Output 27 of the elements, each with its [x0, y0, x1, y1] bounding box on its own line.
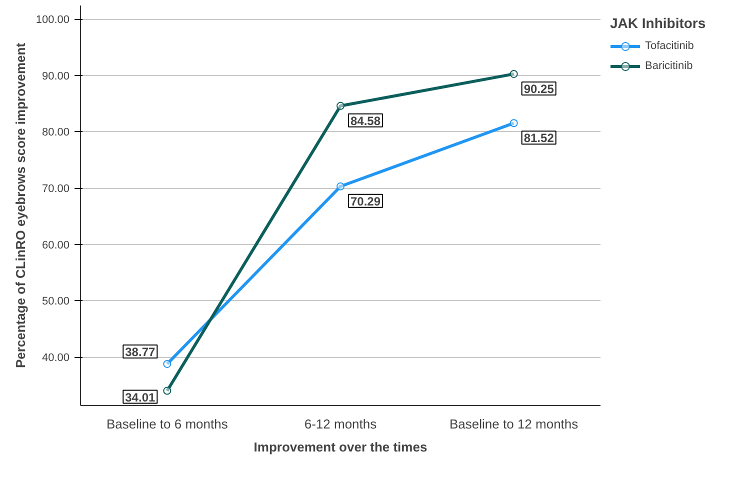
data-label: 38.77 [125, 344, 156, 359]
data-label: 90.25 [524, 82, 554, 96]
y-tick-label: 80.00 [42, 126, 70, 139]
point [163, 386, 172, 395]
point [510, 70, 518, 78]
x-axis-title: Improvement over the times [254, 440, 428, 454]
legend-label: Tofacitinib [645, 40, 694, 52]
point [163, 360, 172, 368]
x-tick-label: Baseline to 12 months [450, 416, 579, 432]
data-label: 81.52 [524, 131, 554, 146]
data-label: 70.29 [350, 194, 381, 208]
y-tick-label: 40.00 [42, 352, 70, 364]
y-tick-label: 60.00 [42, 239, 70, 252]
point [336, 182, 344, 190]
x-tick-label: Baseline to 6 months [106, 416, 228, 432]
legend-title: JAK Inhibitors [610, 15, 706, 31]
legend-label: Baricitinib [645, 60, 693, 72]
x-tick-label: 6-12 months [304, 416, 378, 432]
y-tick-label: 70.00 [42, 183, 70, 196]
y-tick-label: 100.00 [36, 14, 70, 26]
y-axis-title: Percentage of CLinRO eyebrows score improvement [12, 42, 28, 368]
data-label: 84.58 [350, 114, 381, 128]
data-label: 34.01 [125, 390, 156, 404]
y-tick-label: 50.00 [42, 296, 70, 308]
y-tick-label: 90.00 [42, 70, 70, 82]
point [336, 102, 344, 110]
point [510, 119, 518, 128]
